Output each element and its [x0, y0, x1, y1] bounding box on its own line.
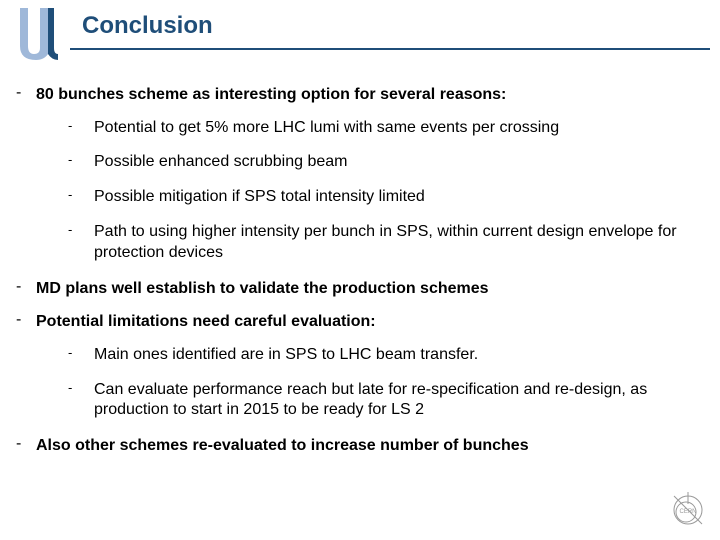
bullet-text: Potential to get 5% more LHC lumi with s… — [94, 118, 692, 139]
bullet-item: - Also other schemes re-evaluated to inc… — [14, 435, 692, 457]
bullet-text: 80 bunches scheme as interesting option … — [36, 84, 692, 106]
slide-content: - 80 bunches scheme as interesting optio… — [0, 70, 720, 457]
title-underline — [70, 48, 710, 50]
bullet-text: Potential limitations need careful evalu… — [36, 311, 692, 333]
slide-header: Conclusion — [0, 0, 720, 70]
bullet-text: Possible enhanced scrubbing beam — [94, 152, 692, 173]
u-logo-icon — [18, 8, 58, 62]
cern-logo-icon: CERN — [668, 490, 708, 530]
bullet-item: - Potential to get 5% more LHC lumi with… — [68, 118, 692, 139]
bullet-item: - Path to using higher intensity per bun… — [68, 222, 692, 264]
bullet-item: - Potential limitations need careful eva… — [14, 311, 692, 333]
bullet-dash: - — [14, 435, 36, 457]
bullet-item: - Main ones identified are in SPS to LHC… — [68, 345, 692, 366]
bullet-dash: - — [68, 345, 94, 366]
bullet-text: Path to using higher intensity per bunch… — [94, 222, 692, 264]
bullet-text: Also other schemes re-evaluated to incre… — [36, 435, 692, 457]
bullet-dash: - — [68, 152, 94, 173]
bullet-dash: - — [14, 311, 36, 333]
bullet-item: - Possible mitigation if SPS total inten… — [68, 187, 692, 208]
bullet-item: - Possible enhanced scrubbing beam — [68, 152, 692, 173]
bullet-dash: - — [68, 187, 94, 208]
bullet-dash: - — [68, 222, 94, 264]
bullet-text: MD plans well establish to validate the … — [36, 278, 692, 300]
bullet-dash: - — [68, 380, 94, 422]
bullet-dash: - — [14, 84, 36, 106]
bullet-text: Possible mitigation if SPS total intensi… — [94, 187, 692, 208]
bullet-item: - MD plans well establish to validate th… — [14, 278, 692, 300]
slide-title: Conclusion — [82, 12, 213, 40]
svg-text:CERN: CERN — [679, 509, 696, 515]
bullet-dash: - — [14, 278, 36, 300]
bullet-item: - Can evaluate performance reach but lat… — [68, 380, 692, 422]
bullet-dash: - — [68, 118, 94, 139]
bullet-text: Main ones identified are in SPS to LHC b… — [94, 345, 692, 366]
bullet-item: - 80 bunches scheme as interesting optio… — [14, 84, 692, 106]
bullet-text: Can evaluate performance reach but late … — [94, 380, 692, 422]
